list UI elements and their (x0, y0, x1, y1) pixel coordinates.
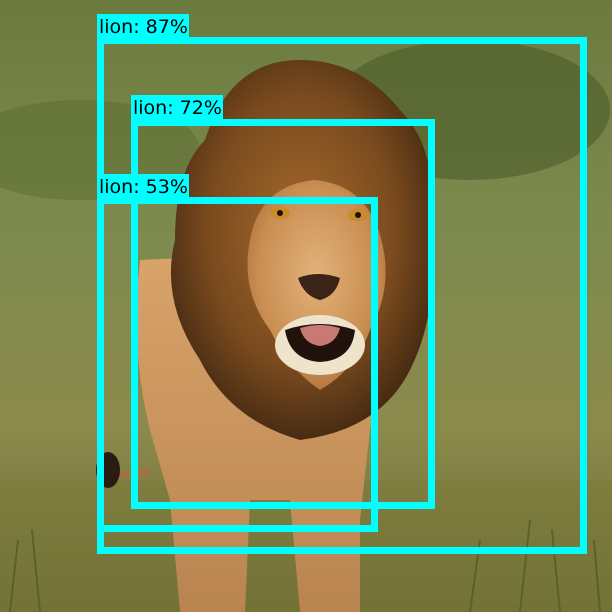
detection-label: lion: 72% (131, 95, 223, 121)
detection-label: lion: 87% (97, 14, 189, 40)
bounding-box-lion (131, 119, 435, 509)
bounding-box-lion (97, 197, 378, 532)
grass-blades (9, 519, 601, 612)
lion-nose (298, 274, 340, 300)
detection-label: lion: 53% (97, 174, 189, 200)
